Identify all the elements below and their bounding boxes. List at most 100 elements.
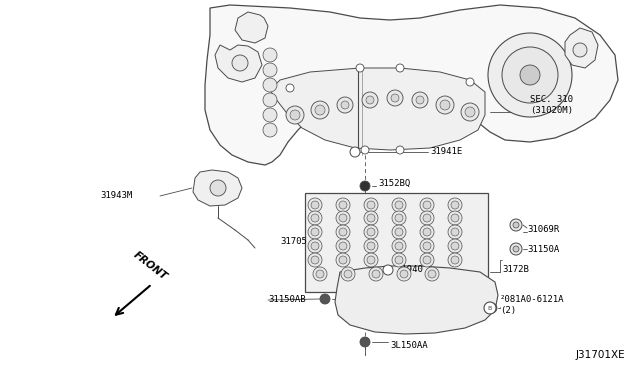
Polygon shape [335, 266, 498, 334]
Circle shape [488, 33, 572, 117]
Circle shape [339, 201, 347, 209]
Circle shape [392, 239, 406, 253]
Circle shape [311, 242, 319, 250]
Circle shape [383, 265, 393, 275]
Circle shape [395, 214, 403, 222]
Circle shape [364, 253, 378, 267]
Circle shape [436, 96, 454, 114]
Circle shape [392, 198, 406, 212]
Circle shape [510, 219, 522, 231]
Circle shape [416, 96, 424, 104]
Circle shape [361, 146, 369, 154]
Circle shape [290, 110, 300, 120]
Circle shape [391, 94, 399, 102]
Circle shape [360, 181, 370, 191]
Circle shape [336, 198, 350, 212]
Text: 31705: 31705 [280, 237, 307, 247]
Text: 31941E: 31941E [430, 148, 462, 157]
Circle shape [308, 239, 322, 253]
Text: J31701XE: J31701XE [575, 350, 625, 360]
Circle shape [420, 211, 434, 225]
Circle shape [360, 337, 370, 347]
Polygon shape [305, 193, 488, 292]
Circle shape [420, 225, 434, 239]
Circle shape [465, 107, 475, 117]
Circle shape [451, 242, 459, 250]
Circle shape [336, 225, 350, 239]
Circle shape [484, 302, 496, 314]
Circle shape [396, 146, 404, 154]
Text: 31069R: 31069R [527, 225, 559, 234]
Circle shape [387, 90, 403, 106]
Circle shape [395, 201, 403, 209]
Polygon shape [235, 12, 268, 43]
Polygon shape [205, 5, 618, 165]
Circle shape [367, 242, 375, 250]
Text: FRONT: FRONT [131, 250, 169, 282]
Circle shape [451, 201, 459, 209]
Circle shape [263, 78, 277, 92]
Circle shape [308, 211, 322, 225]
Circle shape [397, 267, 411, 281]
Circle shape [423, 242, 431, 250]
Text: 3172B: 3172B [502, 266, 529, 275]
Circle shape [448, 198, 462, 212]
Circle shape [423, 228, 431, 236]
Circle shape [263, 123, 277, 137]
Circle shape [339, 242, 347, 250]
Circle shape [341, 267, 355, 281]
Circle shape [308, 253, 322, 267]
Circle shape [366, 96, 374, 104]
Circle shape [367, 256, 375, 264]
Circle shape [308, 198, 322, 212]
Circle shape [315, 105, 325, 115]
Circle shape [336, 211, 350, 225]
Circle shape [396, 64, 404, 72]
Circle shape [311, 256, 319, 264]
Circle shape [372, 270, 380, 278]
Circle shape [513, 222, 519, 228]
Circle shape [395, 256, 403, 264]
Circle shape [502, 47, 558, 103]
Circle shape [350, 147, 360, 157]
Circle shape [448, 211, 462, 225]
Circle shape [286, 84, 294, 92]
Circle shape [367, 228, 375, 236]
Circle shape [395, 242, 403, 250]
Circle shape [263, 108, 277, 122]
Text: 31150AB: 31150AB [268, 295, 306, 305]
Circle shape [466, 78, 474, 86]
Polygon shape [193, 170, 242, 206]
Circle shape [364, 239, 378, 253]
Circle shape [364, 225, 378, 239]
Circle shape [369, 267, 383, 281]
Text: 31940: 31940 [396, 266, 423, 275]
Polygon shape [215, 45, 262, 82]
Polygon shape [270, 68, 485, 150]
Circle shape [420, 239, 434, 253]
Circle shape [451, 214, 459, 222]
Circle shape [263, 93, 277, 107]
Circle shape [392, 253, 406, 267]
Circle shape [448, 239, 462, 253]
Polygon shape [565, 28, 598, 68]
Circle shape [420, 253, 434, 267]
Circle shape [308, 225, 322, 239]
Circle shape [337, 97, 353, 113]
Text: 3L150AA: 3L150AA [390, 340, 428, 350]
Circle shape [392, 225, 406, 239]
Circle shape [428, 270, 436, 278]
Circle shape [311, 228, 319, 236]
Circle shape [336, 239, 350, 253]
Circle shape [339, 214, 347, 222]
Circle shape [423, 201, 431, 209]
Circle shape [425, 267, 439, 281]
Circle shape [392, 211, 406, 225]
Circle shape [510, 243, 522, 255]
Text: 3152BQ: 3152BQ [378, 179, 410, 187]
Circle shape [210, 180, 226, 196]
Circle shape [339, 228, 347, 236]
Circle shape [362, 92, 378, 108]
Circle shape [395, 228, 403, 236]
Circle shape [461, 103, 479, 121]
